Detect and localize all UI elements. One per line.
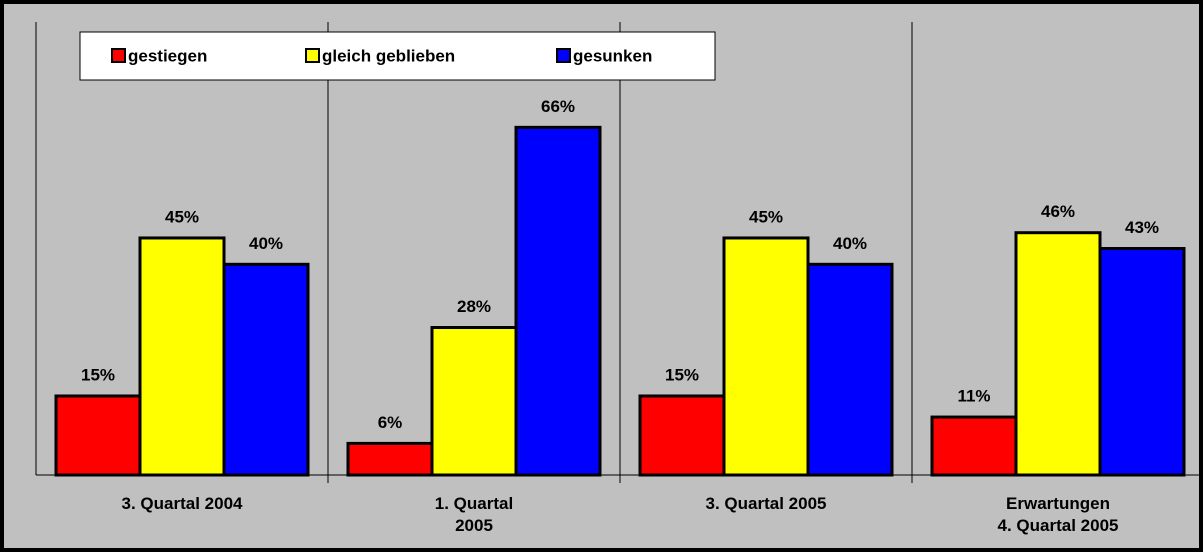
value-label: 15% [665, 365, 699, 384]
legend-label: gesunken [573, 46, 652, 65]
value-label: 43% [1125, 218, 1159, 237]
value-label: 11% [957, 387, 990, 406]
bar [430, 326, 518, 477]
legend-swatch [556, 48, 571, 63]
legend-label: gestiegen [128, 46, 207, 65]
value-label: 28% [457, 297, 491, 316]
value-label: 40% [833, 234, 867, 253]
bar [346, 441, 434, 477]
bar [222, 262, 310, 477]
bar [722, 236, 810, 477]
legend-swatch [305, 48, 320, 63]
bar [930, 415, 1018, 477]
legend-label: gleich geblieben [322, 46, 455, 65]
bar [638, 394, 726, 477]
x-tick-label: 3. Quartal 2005 [705, 494, 827, 513]
x-tick-label: 1. Quartal 2005 [434, 494, 514, 535]
bar [806, 262, 894, 477]
bar [54, 394, 142, 477]
legend-swatch [111, 48, 126, 63]
value-label: 46% [1041, 202, 1075, 221]
x-tick-label: Erwartungen 4. Quartal 2005 [997, 494, 1119, 535]
bar [138, 236, 226, 477]
value-label: 45% [165, 207, 199, 226]
value-label: 45% [749, 207, 783, 226]
value-label: 6% [378, 413, 403, 432]
x-tick-label: 3. Quartal 2004 [121, 494, 243, 513]
bar [514, 125, 602, 477]
bar [1098, 247, 1186, 477]
value-label: 40% [249, 234, 283, 253]
value-label: 66% [541, 97, 575, 116]
value-label: 15% [81, 365, 115, 384]
legend-box [79, 31, 716, 81]
bar [1014, 231, 1102, 477]
